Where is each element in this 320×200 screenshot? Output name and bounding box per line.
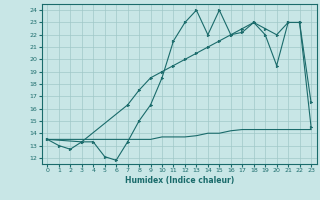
X-axis label: Humidex (Indice chaleur): Humidex (Indice chaleur) — [124, 176, 234, 185]
